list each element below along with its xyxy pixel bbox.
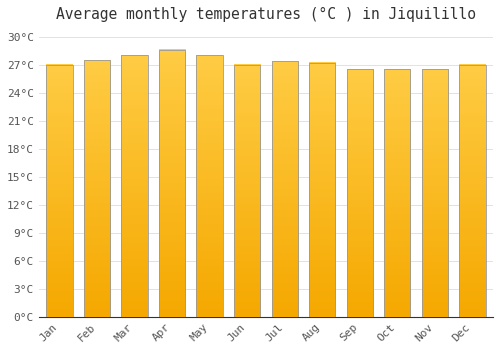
Bar	[460, 65, 485, 317]
Bar	[46, 65, 72, 317]
Title: Average monthly temperatures (°C ) in Jiquilillo: Average monthly temperatures (°C ) in Ji…	[56, 7, 476, 22]
Bar	[159, 50, 185, 317]
Bar	[422, 69, 448, 317]
Bar	[309, 63, 336, 317]
Bar	[196, 55, 223, 317]
Bar	[272, 61, 298, 317]
Bar	[234, 65, 260, 317]
Bar	[384, 69, 410, 317]
Bar	[346, 69, 373, 317]
Bar	[84, 60, 110, 317]
Bar	[122, 55, 148, 317]
